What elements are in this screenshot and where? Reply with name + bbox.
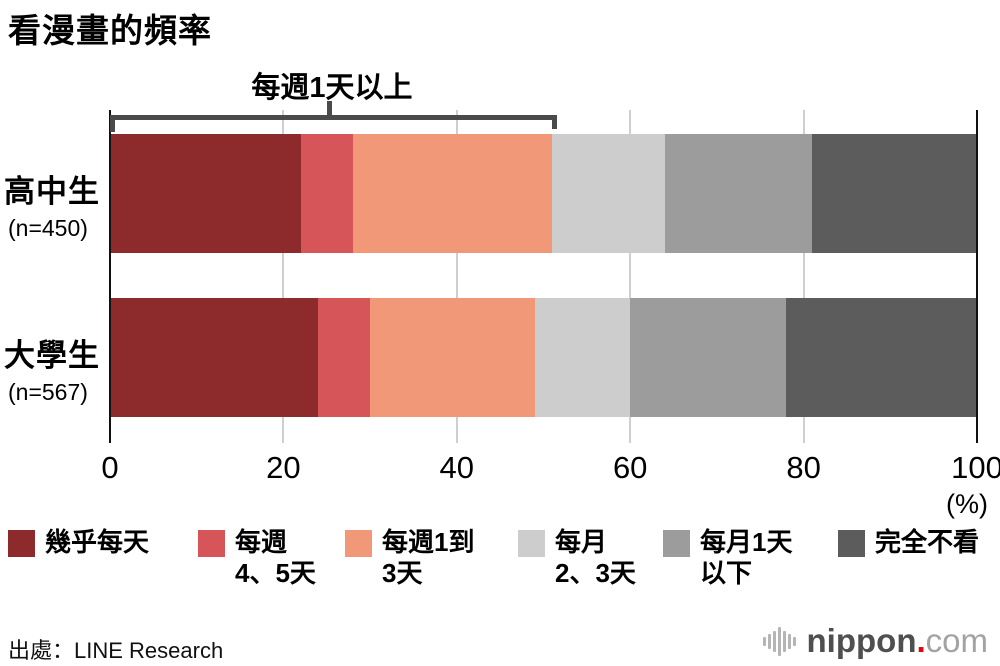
logo-text-suffix: com [925, 622, 988, 659]
x-tick-label-40: 40 [439, 450, 475, 485]
bar-segment [300, 134, 353, 253]
x-tick-label-80: 80 [786, 450, 821, 485]
legend: 幾乎每天 每週 4、5天 每週1到 3天 每月 2、3天 每月1天 以下 完全不看 [0, 527, 1000, 605]
logo-dot: . [916, 622, 926, 659]
bracket-left-stub [110, 115, 115, 132]
category-label: 高中生 [4, 174, 100, 209]
x-tick-label-60: 60 [612, 450, 648, 485]
legend-label: 幾乎每天 [45, 527, 150, 557]
sample-size-label: (n=450) [8, 215, 88, 241]
gridline-40 [455, 110, 458, 443]
legend-swatch [838, 530, 865, 557]
gridline-0 [109, 110, 111, 443]
bar-segment [630, 298, 787, 417]
bar-segment [786, 298, 977, 417]
chart-title: 看漫畫的頻率 [8, 12, 212, 49]
legend-item-1: 每週 4、5天 [198, 527, 316, 589]
bar-segment [552, 134, 665, 253]
bar-segment [370, 298, 535, 417]
sample-size-label: (n=567) [8, 379, 88, 405]
x-tick-label-0: 0 [101, 450, 119, 485]
legend-label: 每月 2、3天 [555, 527, 636, 588]
x-axis-unit: (%) [946, 489, 988, 519]
legend-swatch [8, 530, 35, 557]
row-label-university: 大學生 (n=567) [4, 330, 100, 406]
plot-area [109, 101, 978, 443]
bar-segment [352, 134, 553, 253]
legend-label: 每月1天 以下 [700, 527, 793, 588]
legend-label: 每週1到 3天 [382, 527, 475, 588]
legend-item-0: 幾乎每天 [8, 527, 149, 558]
legend-swatch [518, 530, 545, 557]
bracket-line [110, 115, 557, 120]
gridline-60 [629, 110, 632, 443]
gridline-100 [976, 110, 978, 443]
legend-label: 每週 4、5天 [235, 527, 316, 588]
legend-item-5: 完全不看 [838, 527, 979, 558]
logo-text: nippon . com [807, 622, 988, 660]
gridline-80 [802, 110, 805, 443]
bar-segment [664, 134, 813, 253]
legend-swatch [345, 530, 372, 557]
legend-label: 完全不看 [875, 527, 980, 557]
gridline-20 [282, 110, 285, 443]
legend-item-2: 每週1到 3天 [345, 527, 474, 589]
bracket-up-stub [327, 101, 332, 115]
x-tick-label-100: 100 [951, 450, 1000, 485]
legend-item-4: 每月1天 以下 [663, 527, 792, 589]
x-tick-label-20: 20 [266, 450, 301, 485]
stacked-bar-row-1 [110, 298, 977, 417]
bar-segment [318, 298, 371, 417]
bracket-right-stub [551, 115, 557, 129]
bracket-annotation-label: 每週1天以上 [251, 72, 413, 104]
legend-item-3: 每月 2、3天 [518, 527, 636, 589]
stacked-bar-row-0 [110, 134, 977, 253]
x-axis-labels: 0 20 40 60 80 100 [101, 450, 1000, 490]
bar-segment [534, 298, 631, 417]
nippon-logo: nippon . com [762, 622, 988, 660]
legend-swatch [663, 530, 690, 557]
bar-segment [812, 134, 977, 253]
bar-segment [110, 298, 319, 417]
logo-text-main: nippon [806, 622, 917, 659]
legend-swatch [198, 530, 225, 557]
row-label-highschool: 高中生 (n=450) [4, 166, 100, 242]
soundwave-icon [762, 626, 798, 656]
source-credit: 出處：LINE Research [8, 638, 224, 663]
category-label: 大學生 [4, 338, 100, 373]
bar-segment [110, 134, 301, 253]
